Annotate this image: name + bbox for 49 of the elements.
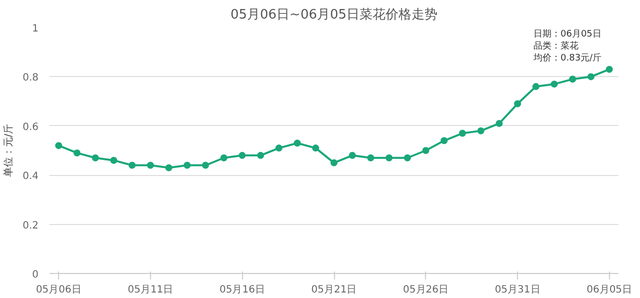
point bbox=[74, 149, 81, 156]
point bbox=[312, 144, 320, 152]
point bbox=[257, 152, 264, 159]
point bbox=[440, 137, 448, 144]
point bbox=[220, 154, 228, 162]
x-tick-label: 06月05日 bbox=[586, 284, 632, 296]
point bbox=[275, 144, 282, 152]
x-tick-label: 05月16日 bbox=[220, 284, 265, 296]
point bbox=[569, 76, 576, 83]
point bbox=[110, 156, 118, 164]
point bbox=[458, 130, 466, 137]
y-tick-label: 0 bbox=[32, 270, 39, 280]
y-tick-label: 1 bbox=[32, 24, 39, 34]
chart-title: 05月06日~06月05日菜花价格走势 bbox=[230, 8, 438, 22]
x-tick-label: 05月26日 bbox=[403, 284, 449, 296]
point bbox=[496, 120, 503, 127]
y-tick-label: 0.8 bbox=[22, 72, 39, 84]
point bbox=[404, 154, 411, 162]
point bbox=[184, 162, 191, 169]
point bbox=[55, 142, 62, 150]
point bbox=[386, 154, 393, 162]
y-tick-label: 0.6 bbox=[22, 122, 39, 133]
point bbox=[238, 152, 246, 159]
x-tick-label: 05月11日 bbox=[128, 284, 174, 296]
y-tick-label: 0.4 bbox=[22, 171, 39, 182]
x-tick-label: 05月06日 bbox=[36, 284, 82, 296]
point bbox=[606, 66, 613, 73]
point bbox=[514, 100, 522, 108]
y-tick-label: 0.2 bbox=[22, 220, 39, 232]
annotation: 品类：菜花 bbox=[534, 40, 578, 52]
point bbox=[202, 162, 210, 169]
point bbox=[532, 83, 540, 90]
point bbox=[587, 73, 594, 80]
y-axis-title: 单位：元/斤 bbox=[2, 124, 15, 178]
point bbox=[477, 127, 484, 134]
point bbox=[367, 154, 374, 162]
point bbox=[165, 164, 172, 172]
point bbox=[294, 140, 301, 147]
point bbox=[348, 152, 356, 159]
point bbox=[128, 162, 136, 169]
x-tick-label: 05月31日 bbox=[494, 284, 540, 296]
point bbox=[92, 154, 99, 162]
point bbox=[422, 147, 430, 154]
point bbox=[550, 80, 558, 88]
point bbox=[330, 159, 338, 166]
point bbox=[146, 162, 154, 169]
x-tick-label: 05月21日 bbox=[311, 284, 357, 296]
annotation: 均价：0.83元/斤 bbox=[532, 52, 602, 64]
annotation: 日期：06月05日 bbox=[534, 28, 602, 40]
